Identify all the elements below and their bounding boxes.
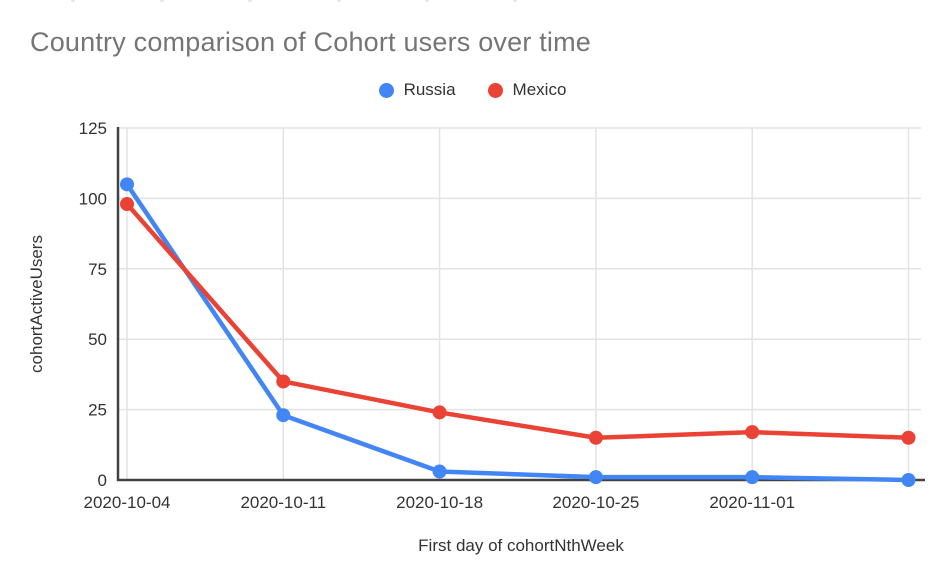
x-tick-label: 2020-10-18 (396, 493, 483, 512)
data-point-russia-2020-10-04[interactable] (120, 177, 134, 192)
artifact-speck (337, 0, 341, 2)
data-point-mexico-2020-11-01[interactable] (745, 425, 760, 440)
legend-label-russia: Russia (403, 80, 456, 99)
x-tick-label: 2020-10-11 (240, 493, 326, 512)
y-tick-label: 50 (88, 330, 107, 349)
data-point-russia-2020-11-01[interactable] (745, 470, 760, 485)
data-point-russia-2020-10-25[interactable] (588, 470, 603, 485)
legend-dot-mexico-icon (487, 82, 503, 98)
y-tick-label: 0 (98, 471, 107, 490)
data-point-mexico-2020-10-25[interactable] (588, 430, 603, 445)
data-point-russia-2020-10-11[interactable] (276, 408, 291, 423)
artifact-speck (425, 0, 429, 2)
legend-label-mexico: Mexico (512, 80, 567, 99)
y-tick-label: 75 (88, 260, 107, 279)
y-tick-label: 25 (88, 401, 107, 420)
cropped-top-artifacts (0, 0, 945, 3)
data-point-russia-2020-10-18[interactable] (432, 464, 447, 479)
series-line-russia (124, 182, 911, 483)
x-tick-label: 2020-11-01 (709, 493, 795, 512)
x-axis-title: First day of cohortNthWeek (418, 536, 624, 555)
artifact-speck (160, 0, 164, 2)
data-point-mexico-2020-10-18[interactable] (432, 405, 447, 420)
x-tick-label: 2020-10-25 (552, 493, 639, 512)
x-tick-label: 2020-10-04 (84, 493, 171, 512)
y-tick-label: 100 (79, 189, 107, 208)
chart-title: Country comparison of Cohort users over … (30, 27, 592, 57)
series-line-mexico (124, 201, 911, 441)
chart-legend: Russia Mexico (0, 80, 945, 100)
artifact-speck (71, 0, 75, 2)
data-point-mexico-[interactable] (901, 430, 916, 445)
legend-item-russia[interactable]: Russia (378, 80, 456, 100)
artifact-speck (513, 0, 517, 2)
data-point-mexico-2020-10-11[interactable] (276, 374, 291, 389)
legend-item-mexico[interactable]: Mexico (487, 80, 567, 100)
data-point-mexico-2020-10-04[interactable] (120, 197, 134, 212)
legend-dot-russia-icon (378, 82, 394, 98)
y-tick-label: 125 (79, 119, 107, 138)
data-point-russia-[interactable] (901, 473, 916, 487)
artifact-speck (248, 0, 252, 2)
